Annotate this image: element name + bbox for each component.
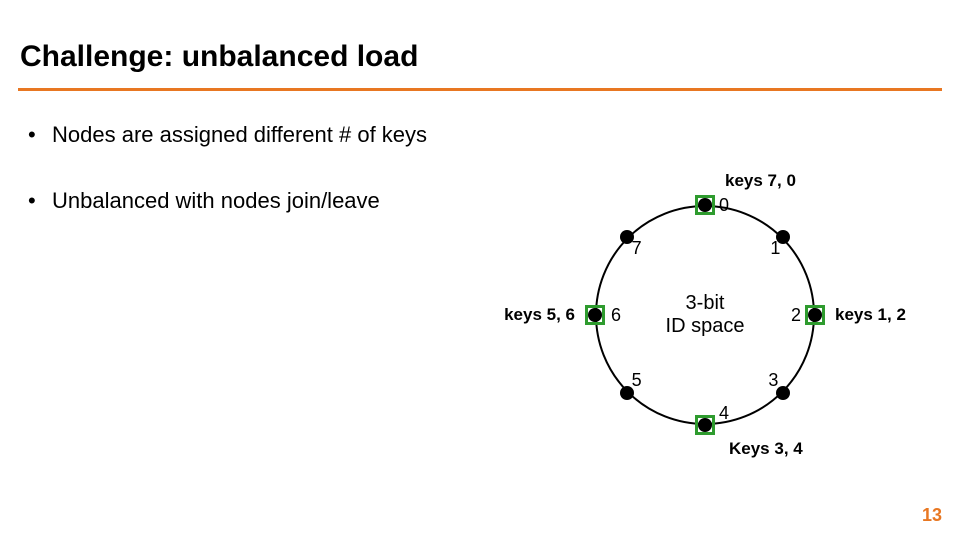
ring-node [698, 198, 712, 212]
ring-node [698, 418, 712, 432]
center-label-line1: 3-bit [666, 292, 745, 315]
bullet-item: •Nodes are assigned different # of keys [28, 122, 427, 148]
ring-node [588, 308, 602, 322]
title-underline [18, 88, 942, 91]
bullet-item: •Unbalanced with nodes join/leave [28, 188, 380, 214]
node-id-label: 6 [611, 305, 621, 326]
page-number: 13 [922, 505, 942, 526]
bullet-text: Nodes are assigned different # of keys [52, 122, 427, 147]
slide-title: Challenge: unbalanced load [20, 40, 418, 74]
node-id-label: 0 [719, 195, 729, 216]
ring-diagram: 3-bit ID space 0keys 7, 012keys 1, 234Ke… [555, 165, 855, 465]
ring-center-label: 3-bit ID space [666, 292, 745, 338]
center-label-line2: ID space [666, 315, 745, 338]
node-id-label: 7 [632, 238, 642, 259]
bullet-dot-icon: • [28, 188, 52, 214]
node-keys-label: keys 1, 2 [835, 305, 906, 325]
ring-node [808, 308, 822, 322]
node-id-label: 2 [791, 305, 801, 326]
node-id-label: 1 [770, 238, 780, 259]
node-id-label: 5 [632, 370, 642, 391]
node-keys-label: keys 5, 6 [504, 305, 575, 325]
node-id-label: 4 [719, 403, 729, 424]
node-keys-label: keys 7, 0 [725, 171, 796, 191]
node-keys-label: Keys 3, 4 [729, 439, 803, 459]
bullet-dot-icon: • [28, 122, 52, 148]
bullet-text: Unbalanced with nodes join/leave [52, 188, 380, 213]
node-id-label: 3 [768, 370, 778, 391]
